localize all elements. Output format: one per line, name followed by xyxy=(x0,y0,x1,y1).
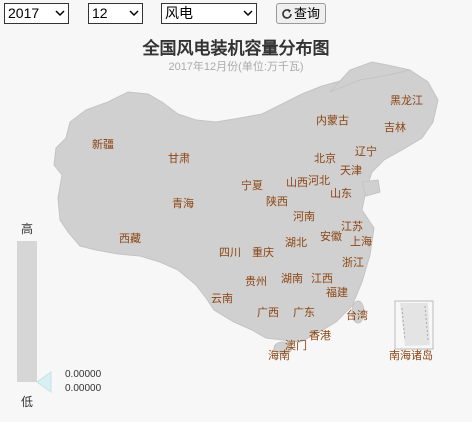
northeast-region xyxy=(329,61,411,93)
mainland-china-region xyxy=(53,69,439,343)
query-button[interactable]: 查询 xyxy=(276,3,326,24)
province-label-shanxi[interactable]: 山西 xyxy=(286,176,308,189)
energy-type-select-value: 风电 xyxy=(165,5,193,21)
province-label-neimenggu[interactable]: 内蒙古 xyxy=(316,114,349,127)
hainan-island xyxy=(273,341,293,355)
shandong-peninsula xyxy=(361,179,381,197)
province-label-xianggang[interactable]: 香港 xyxy=(309,329,331,342)
province-label-hubei[interactable]: 湖北 xyxy=(285,236,307,249)
taiwan-island xyxy=(351,300,365,324)
legend-range-handle-icon[interactable] xyxy=(37,371,53,393)
month-select-value: 12 xyxy=(92,5,108,21)
chevron-down-icon xyxy=(243,10,253,17)
province-label-shaanxi[interactable]: 陕西 xyxy=(266,195,288,208)
refresh-icon xyxy=(282,9,292,19)
province-label-jiangsu[interactable]: 江苏 xyxy=(341,220,363,233)
province-label-sichuan[interactable]: 四川 xyxy=(219,246,241,259)
province-label-hainan[interactable]: 海南 xyxy=(268,349,290,362)
legend-high-label: 高 xyxy=(21,222,34,236)
province-label-heilongjiang[interactable]: 黑龙江 xyxy=(390,94,423,107)
province-label-shandong[interactable]: 山东 xyxy=(330,187,352,200)
province-label-hunan[interactable]: 湖南 xyxy=(281,272,303,285)
legend-max-value: 0.00000 xyxy=(65,369,102,380)
month-select[interactable]: 12 xyxy=(88,3,143,24)
province-label-taiwan[interactable]: 台湾 xyxy=(346,309,368,322)
province-label-nanhai-zhudao: 南海诸岛 xyxy=(389,349,433,362)
province-label-henan[interactable]: 河南 xyxy=(293,210,315,223)
province-label-yunnan[interactable]: 云南 xyxy=(211,292,233,305)
south-china-sea-inset xyxy=(394,300,434,350)
province-label-guangdong[interactable]: 广东 xyxy=(293,306,315,319)
province-label-xizang[interactable]: 西藏 xyxy=(119,232,141,245)
province-label-chongqing[interactable]: 重庆 xyxy=(252,246,274,259)
map-title: 全国风电装机容量分布图 xyxy=(142,39,330,59)
province-label-beijing[interactable]: 北京 xyxy=(314,152,336,165)
map-subtitle: 2017年12月份(单位:万千瓦) xyxy=(168,61,304,73)
province-label-jilin[interactable]: 吉林 xyxy=(384,121,406,134)
energy-type-select[interactable]: 风电 xyxy=(161,3,257,24)
legend-low-label: 低 xyxy=(21,395,34,409)
province-label-xinjiang[interactable]: 新疆 xyxy=(92,138,114,151)
chevron-down-icon xyxy=(129,10,139,17)
province-label-tianjin[interactable]: 天津 xyxy=(340,164,362,177)
year-select-value: 2017 xyxy=(8,5,40,21)
query-button-label: 查询 xyxy=(294,6,321,21)
chevron-down-icon xyxy=(55,10,65,17)
province-label-guangxi[interactable]: 广西 xyxy=(257,306,279,319)
legend-color-bar[interactable] xyxy=(17,241,37,382)
province-label-ningxia[interactable]: 宁夏 xyxy=(241,179,263,192)
legend-min-value: 0.00000 xyxy=(65,383,102,394)
province-label-anhui[interactable]: 安徽 xyxy=(320,230,342,243)
province-label-guizhou[interactable]: 贵州 xyxy=(245,275,267,288)
province-label-hebei[interactable]: 河北 xyxy=(308,174,330,187)
province-label-jiangxi[interactable]: 江西 xyxy=(311,272,333,285)
province-label-qinghai[interactable]: 青海 xyxy=(172,197,194,210)
province-label-liaoning[interactable]: 辽宁 xyxy=(355,145,377,158)
year-select[interactable]: 2017 xyxy=(4,3,69,24)
province-label-fujian[interactable]: 福建 xyxy=(326,286,348,299)
province-label-zhejiang[interactable]: 浙江 xyxy=(342,256,364,269)
province-label-shanghai[interactable]: 上海 xyxy=(350,235,372,248)
province-label-gansu[interactable]: 甘肃 xyxy=(168,152,190,165)
province-label-aomen[interactable]: 澳门 xyxy=(285,339,307,352)
